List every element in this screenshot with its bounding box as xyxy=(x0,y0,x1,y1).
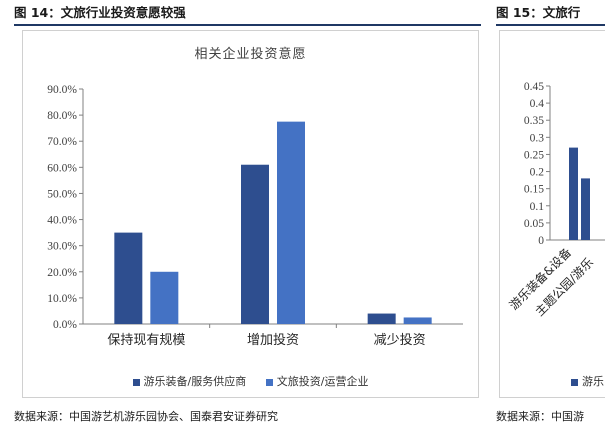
y-tick-label: 70.0% xyxy=(47,136,77,148)
y-tick-label: 10.0% xyxy=(47,293,77,305)
y-tick-label: 40.0% xyxy=(47,215,77,227)
y-tick-label: 80.0% xyxy=(47,110,77,122)
legend-item-series1: 游乐装备/服务供应商 xyxy=(132,373,247,389)
legend-swatch-series1 xyxy=(132,378,140,386)
bar-series1 xyxy=(581,178,590,240)
bar-chart-left: 0.0% 10.0% 20.0% 30.0% 40.0% 50.0% 60.0% 70.0% 8… xyxy=(47,84,463,348)
y-tick-label: 50.0% xyxy=(47,188,77,200)
y-tick-label: 0 xyxy=(538,235,544,247)
x-tick-label: 保持现有规模 xyxy=(107,333,185,348)
x-tick-label: 减少投资 xyxy=(374,332,426,348)
source-note-right: 数据来源：中国游 xyxy=(496,410,584,423)
legend-swatch-series2 xyxy=(265,378,273,386)
y-tick-label: 0.4 xyxy=(530,98,545,110)
y-tick-label: 0.05 xyxy=(524,218,544,230)
legend-label-series2: 文旅投资/运营企业 xyxy=(276,375,369,388)
y-tick-label: 0.3 xyxy=(530,132,545,144)
title-rule-right xyxy=(496,24,605,26)
source-note-left: 数据来源：中国游艺机游乐园协会、国泰君安证券研究 xyxy=(14,410,278,423)
y-tick-label: 60.0% xyxy=(47,162,77,174)
y-tick-label: 0.2 xyxy=(530,167,545,179)
chart-title: 相关企业投资意愿 xyxy=(194,47,307,62)
bar-series1 xyxy=(569,147,578,240)
chart-panel-right: 0 0.05 0.1 0.15 0.2 0.25 0.3 0.35 0.4 0.45 游乐装备&设备… xyxy=(499,30,605,398)
bar-chart-right: 00.050.10.150.20.250.30.350.40.45游乐装备&设备… xyxy=(507,81,605,319)
x-tick-label: 增加投资 xyxy=(247,332,299,348)
figure-title-right: 图 15：文旅行 xyxy=(496,5,581,20)
y-tick-label: 90.0% xyxy=(47,84,77,96)
y-tick-label: 0.0% xyxy=(53,319,77,331)
legend-label-right: 游乐 xyxy=(582,375,604,388)
legend-swatch-right xyxy=(571,378,578,386)
legend-label-series1: 游乐装备/服务供应商 xyxy=(143,375,247,388)
figure-title-left: 图 14：文旅行业投资意愿较强 xyxy=(14,5,186,20)
legend-item-series2: 文旅投资/运营企业 xyxy=(265,373,369,389)
bar-series1 xyxy=(241,164,269,324)
y-tick-label: 20.0% xyxy=(47,267,77,279)
bar-series2 xyxy=(277,121,305,324)
bar-series1 xyxy=(367,313,396,324)
chart-panel-left: 相关企业投资意愿 0.0% 10.0% 20.0% 30.0% 40.0% 50.0% 60… xyxy=(22,30,479,398)
title-rule-left xyxy=(14,24,481,26)
y-tick-label: 0.1 xyxy=(530,201,545,213)
y-tick-label: 0.35 xyxy=(524,115,544,127)
chart-legend-right: 游乐 xyxy=(571,373,604,389)
chart-legend: 游乐装备/服务供应商 文旅投资/运营企业 xyxy=(23,373,478,389)
y-tick-label: 30.0% xyxy=(47,241,77,253)
bar-series2 xyxy=(403,317,432,324)
bar-series1 xyxy=(114,232,143,324)
y-tick-label: 0.25 xyxy=(524,149,544,161)
y-tick-label: 0.45 xyxy=(524,81,544,93)
bar-series2 xyxy=(150,271,179,324)
y-tick-label: 0.15 xyxy=(524,184,544,196)
